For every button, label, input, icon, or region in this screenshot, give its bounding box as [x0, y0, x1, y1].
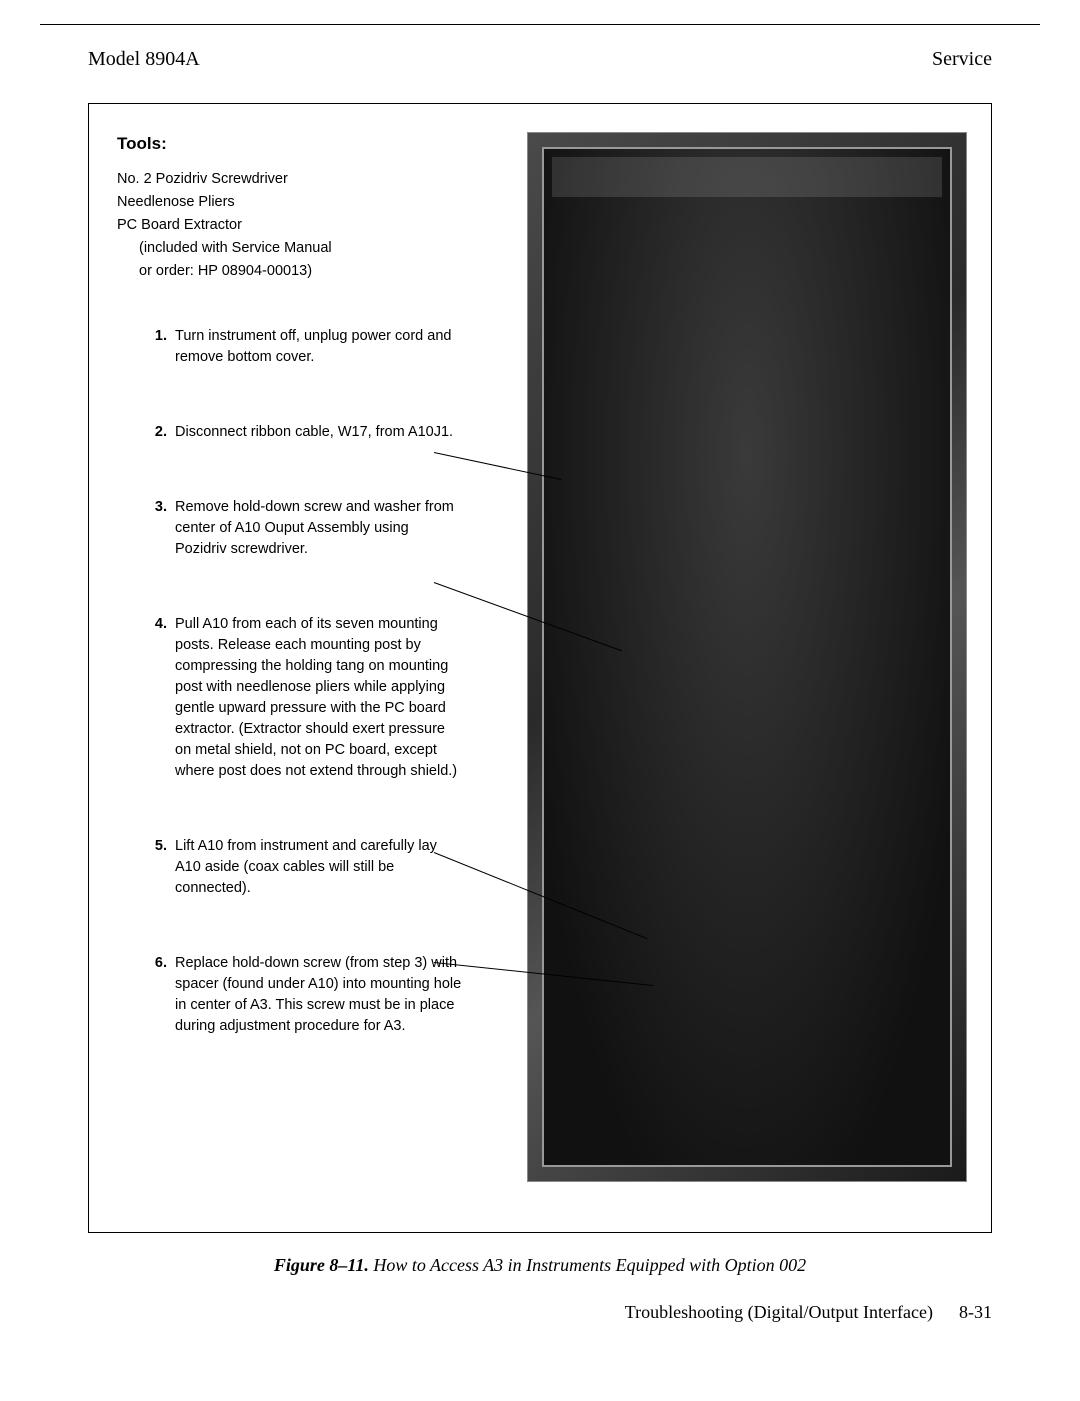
step-4: 4. Pull A10 from each of its seven mount… — [147, 614, 462, 782]
footer-section: Troubleshooting (Digital/Output Interfac… — [625, 1302, 933, 1323]
model-label: Model 8904A — [88, 48, 200, 71]
step-5: 5. Lift A10 from instrument and carefull… — [147, 836, 462, 899]
page-header: Model 8904A Service — [88, 48, 992, 71]
step-number: 1. — [147, 326, 167, 368]
step-text: Disconnect ribbon cable, W17, from A10J1… — [175, 422, 462, 443]
step-3: 3. Remove hold-down screw and washer fro… — [147, 497, 462, 560]
step-text: Lift A10 from instrument and carefully l… — [175, 836, 462, 899]
step-number: 5. — [147, 836, 167, 899]
step-6: 6. Replace hold-down screw (from step 3)… — [147, 953, 462, 1037]
tool-item: No. 2 Pozidriv Screwdriver — [117, 169, 462, 190]
instructions-column: Tools: No. 2 Pozidriv Screwdriver Needle… — [117, 132, 462, 1208]
tool-item: PC Board Extractor — [117, 215, 462, 236]
step-text: Pull A10 from each of its seven mounting… — [175, 614, 462, 782]
step-text: Turn instrument off, unplug power cord a… — [175, 326, 462, 368]
top-rule — [40, 24, 1040, 25]
step-number: 4. — [147, 614, 167, 782]
photo-column — [462, 132, 967, 1208]
step-text: Replace hold-down screw (from step 3) wi… — [175, 953, 462, 1037]
step-1: 1. Turn instrument off, unplug power cor… — [147, 326, 462, 368]
tool-subitem: (included with Service Manual — [117, 238, 462, 259]
tools-list: No. 2 Pozidriv Screwdriver Needlenose Pl… — [117, 169, 462, 282]
tool-subitem: or order: HP 08904-00013) — [117, 261, 462, 282]
step-number: 3. — [147, 497, 167, 560]
page-footer: Troubleshooting (Digital/Output Interfac… — [88, 1302, 992, 1323]
photo-inner-frame — [542, 147, 952, 1167]
service-label: Service — [932, 48, 992, 71]
steps-list: 1. Turn instrument off, unplug power cor… — [117, 326, 462, 1037]
step-text: Remove hold-down screw and washer from c… — [175, 497, 462, 560]
step-2: 2. Disconnect ribbon cable, W17, from A1… — [147, 422, 462, 443]
figure-caption: Figure 8–11. How to Access A3 in Instrum… — [88, 1255, 992, 1276]
tools-heading: Tools: — [117, 132, 462, 157]
figure-frame: Tools: No. 2 Pozidriv Screwdriver Needle… — [88, 103, 992, 1233]
step-number: 6. — [147, 953, 167, 1037]
figure-label: Figure 8–11. — [274, 1255, 369, 1275]
tool-item: Needlenose Pliers — [117, 192, 462, 213]
instrument-photo — [527, 132, 967, 1182]
step-number: 2. — [147, 422, 167, 443]
page-number: 8-31 — [959, 1302, 992, 1323]
figure-caption-text: How to Access A3 in Instruments Equipped… — [373, 1255, 806, 1275]
